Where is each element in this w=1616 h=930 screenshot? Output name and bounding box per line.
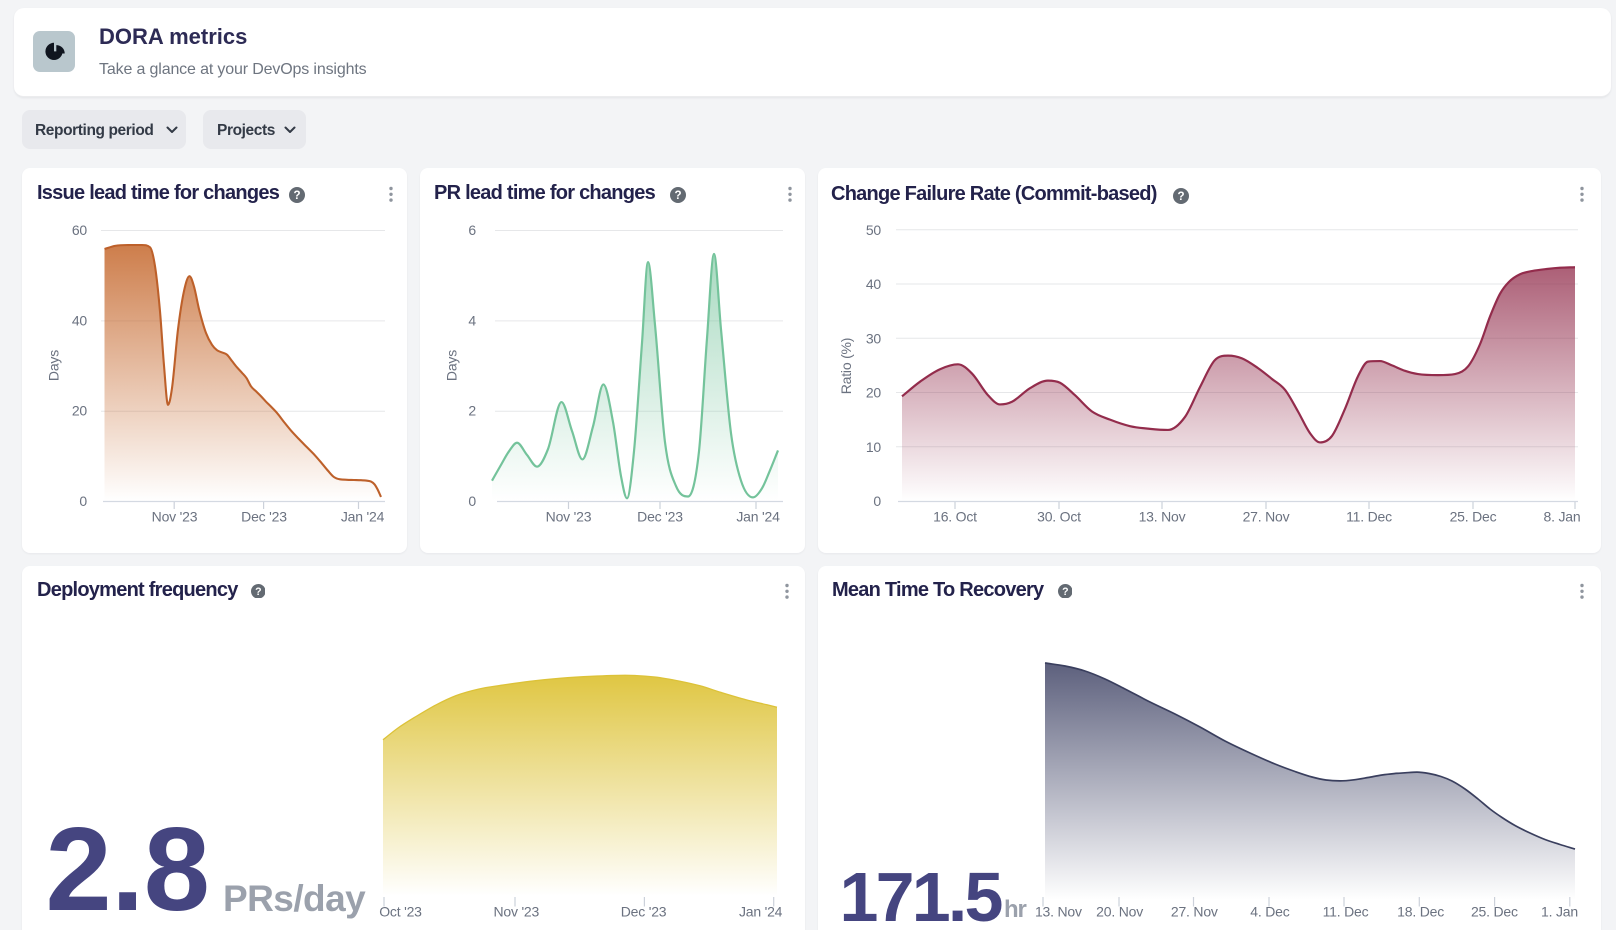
svg-text:?: ? (255, 586, 261, 598)
svg-text:Nov '23: Nov '23 (493, 904, 539, 920)
svg-text:?: ? (674, 189, 681, 202)
svg-text:30. Oct: 30. Oct (1037, 509, 1081, 525)
svg-text:0: 0 (79, 493, 87, 509)
svg-text:?: ? (1177, 190, 1184, 203)
svg-text:0: 0 (468, 493, 476, 509)
svg-text:13. Nov: 13. Nov (1139, 509, 1186, 525)
svg-text:8. Jan: 8. Jan (1544, 509, 1581, 525)
svg-text:60: 60 (72, 222, 88, 238)
svg-text:11. Dec: 11. Dec (1323, 904, 1369, 920)
svg-text:13. Nov: 13. Nov (1035, 904, 1082, 920)
svg-text:?: ? (293, 189, 300, 202)
svg-text:Jan '24: Jan '24 (736, 509, 780, 525)
svg-text:Oct '23: Oct '23 (379, 904, 422, 920)
svg-text:Dec '23: Dec '23 (621, 904, 667, 920)
svg-text:20. Nov: 20. Nov (1096, 904, 1143, 920)
svg-text:4. Dec: 4. Dec (1250, 904, 1289, 920)
svg-text:?: ? (1062, 586, 1068, 598)
svg-text:Dec '23: Dec '23 (241, 509, 287, 525)
svg-text:30: 30 (866, 330, 882, 346)
svg-text:40: 40 (72, 312, 88, 328)
svg-text:20: 20 (866, 385, 882, 401)
svg-text:4: 4 (468, 312, 476, 328)
svg-text:Ratio (%): Ratio (%) (838, 338, 854, 395)
svg-text:Jan '24: Jan '24 (341, 509, 385, 525)
svg-text:18. Dec: 18. Dec (1397, 904, 1444, 920)
svg-text:Days: Days (46, 350, 62, 381)
svg-text:25. Dec: 25. Dec (1471, 904, 1518, 920)
svg-text:11. Dec: 11. Dec (1346, 509, 1392, 525)
svg-text:2: 2 (468, 403, 476, 419)
svg-text:20: 20 (72, 403, 88, 419)
svg-text:40: 40 (866, 276, 882, 292)
svg-text:27. Nov: 27. Nov (1171, 904, 1218, 920)
svg-text:Jan '24: Jan '24 (739, 904, 783, 920)
svg-text:Days: Days (444, 350, 460, 381)
svg-text:50: 50 (866, 222, 882, 238)
svg-text:Nov '23: Nov '23 (152, 509, 198, 525)
svg-text:Dec '23: Dec '23 (637, 509, 683, 525)
svg-text:0: 0 (873, 493, 881, 509)
svg-text:Nov '23: Nov '23 (546, 509, 592, 525)
svg-text:1. Jan: 1. Jan (1541, 904, 1578, 920)
svg-text:16. Oct: 16. Oct (933, 509, 977, 525)
svg-text:25. Dec: 25. Dec (1450, 509, 1497, 525)
svg-text:10: 10 (866, 439, 882, 455)
svg-text:27. Nov: 27. Nov (1243, 509, 1290, 525)
svg-text:6: 6 (468, 222, 476, 238)
